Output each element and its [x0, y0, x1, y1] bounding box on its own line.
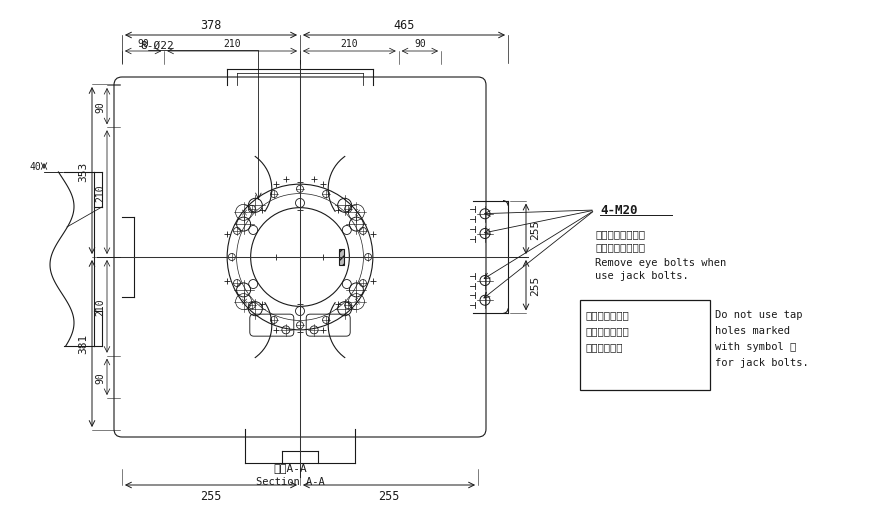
Text: 8-Ø22: 8-Ø22 [139, 41, 173, 51]
Text: with symbol ※: with symbol ※ [714, 341, 796, 351]
Text: 截面A-A: 截面A-A [273, 462, 307, 472]
Text: for jack bolts.: for jack bolts. [714, 358, 808, 367]
Text: 381: 381 [78, 333, 88, 354]
Text: 90: 90 [95, 101, 105, 113]
Text: ※: ※ [352, 209, 359, 218]
Text: 465: 465 [392, 19, 414, 32]
Text: 40: 40 [30, 162, 41, 172]
Text: 210: 210 [95, 184, 105, 201]
Text: 210: 210 [95, 298, 105, 316]
Text: 4-M20: 4-M20 [599, 204, 637, 217]
Text: 90: 90 [137, 39, 149, 49]
Text: 90: 90 [414, 39, 426, 49]
Text: 353: 353 [78, 162, 88, 182]
Text: 使用调整螺栓时，: 使用调整螺栓时， [595, 229, 645, 238]
Text: 255: 255 [529, 219, 539, 239]
Text: use jack bolts.: use jack bolts. [595, 271, 688, 280]
Text: 255: 255 [200, 489, 222, 502]
Text: 挂螺栓使用。: 挂螺栓使用。 [585, 341, 622, 351]
Text: 禁止将※标记的: 禁止将※标记的 [585, 310, 628, 319]
Text: 378: 378 [200, 19, 222, 32]
Bar [338, 250, 344, 265]
Text: ※: ※ [240, 209, 247, 218]
Text: ※: ※ [240, 297, 247, 307]
Text: 255: 255 [378, 489, 400, 502]
Text: Section A-A: Section A-A [256, 476, 324, 486]
Bar [579, 300, 709, 390]
Text: 210: 210 [340, 39, 358, 49]
Text: ※: ※ [352, 297, 359, 307]
Text: Remove eye bolts when: Remove eye bolts when [595, 258, 725, 268]
Text: holes marked: holes marked [714, 325, 789, 335]
Text: Do not use tap: Do not use tap [714, 310, 802, 319]
Text: 210: 210 [224, 39, 240, 49]
Text: 255: 255 [529, 276, 539, 296]
Text: 请拆下起吹螺栓。: 请拆下起吹螺栓。 [595, 241, 645, 251]
Text: 攻丝螺钉当作悬: 攻丝螺钉当作悬 [585, 325, 628, 335]
Text: 90: 90 [95, 371, 105, 383]
